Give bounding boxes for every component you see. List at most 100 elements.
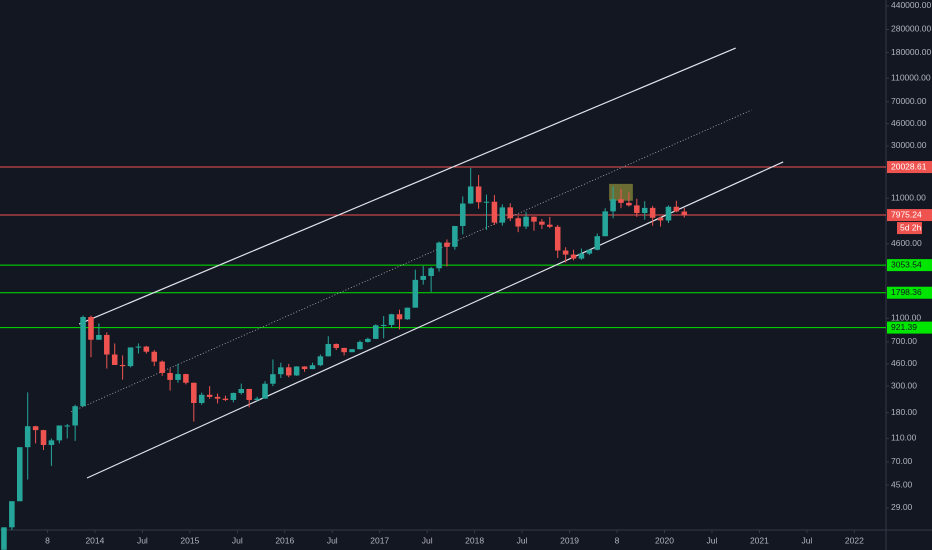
candle-body: [104, 334, 110, 355]
x-tick-label: 2018: [465, 535, 484, 545]
candle-body: [665, 206, 672, 221]
candle-body: [17, 447, 23, 502]
candle-body: [507, 207, 514, 219]
candle-body: [88, 317, 94, 340]
candle-body: [673, 206, 680, 212]
candle-body: [641, 207, 648, 213]
candle-body: [365, 338, 371, 342]
candle-body: [56, 425, 63, 441]
trend-line: [78, 47, 736, 325]
candle-body: [40, 430, 47, 445]
candle-body: [278, 367, 284, 375]
candle-body: [420, 275, 426, 280]
candle-body: [578, 253, 585, 259]
candle-body: [183, 374, 189, 383]
candle-body: [412, 279, 419, 308]
candle-body: [341, 347, 347, 353]
x-tick-label: Jul: [801, 535, 812, 545]
level-label-box: [887, 321, 932, 334]
y-tick-label: 70.00: [891, 456, 913, 466]
candle-body: [388, 314, 395, 325]
candle-body: [499, 207, 506, 223]
candle-body: [531, 216, 537, 222]
y-tick-label: 70000.00: [891, 96, 927, 106]
candle-body: [539, 221, 545, 225]
y-tick-label: 30000.00: [891, 140, 927, 150]
level-label: 7975.24: [891, 209, 922, 219]
candle-body: [460, 203, 466, 226]
candle-body: [285, 367, 292, 376]
candle-body: [333, 343, 339, 348]
candle-body: [246, 388, 252, 400]
candle-body: [515, 218, 521, 227]
candle-body: [135, 346, 142, 348]
candle-body: [64, 425, 71, 427]
candle-body: [214, 396, 221, 399]
candle-body: [309, 365, 316, 370]
level-label: 3053.54: [891, 259, 922, 269]
candle-body: [554, 226, 561, 251]
level-label-box: [887, 286, 932, 299]
candle-body: [586, 249, 593, 254]
candle-body: [9, 501, 15, 528]
y-tick-label: 4600.00: [891, 238, 922, 248]
x-tick-label: 2020: [655, 535, 674, 545]
x-tick-label: 8: [615, 535, 620, 545]
x-tick-label: 8: [45, 535, 50, 545]
candle-body: [372, 325, 379, 339]
candle-body: [270, 374, 276, 384]
candle-body: [396, 314, 403, 320]
candle-body: [428, 268, 434, 276]
candle-body: [48, 440, 55, 445]
candle-body: [317, 356, 324, 366]
candle-body: [143, 346, 150, 352]
y-tick-label: 460.00: [891, 358, 917, 368]
candle-body: [222, 398, 229, 400]
candle-body: [594, 236, 601, 250]
y-tick-label: 45.00: [891, 479, 913, 489]
candle-body: [491, 201, 498, 223]
candle-body: [127, 347, 134, 367]
x-tick-label: 2022: [845, 535, 864, 545]
candle-body: [452, 225, 458, 247]
y-tick-label: 180.00: [891, 407, 917, 417]
candle-body: [167, 372, 173, 380]
candle-body: [72, 406, 78, 426]
x-tick-label: 2017: [370, 535, 389, 545]
candle-body: [483, 201, 490, 203]
x-tick-label: Jul: [232, 535, 243, 545]
candle-body: [404, 307, 411, 320]
candle-body: [119, 364, 126, 367]
candle-body: [570, 254, 577, 259]
candle-body: [151, 351, 158, 362]
x-tick-label: 2014: [85, 535, 104, 545]
candle-body: [96, 334, 102, 340]
level-label: 20028.61: [891, 161, 927, 171]
candle-body: [444, 242, 450, 247]
level-label-box: [887, 161, 932, 174]
candle-body: [357, 341, 363, 350]
trend-line: [71, 109, 752, 413]
candle-body: [262, 383, 268, 399]
x-tick-label: 2015: [180, 535, 199, 545]
x-tick-label: 2021: [750, 535, 769, 545]
candle-body: [380, 324, 387, 326]
y-tick-label: 300.00: [891, 380, 917, 390]
candle-body: [626, 202, 632, 206]
candle-body: [206, 394, 213, 397]
candle-body: [175, 374, 181, 380]
y-tick-label: 700.00: [891, 336, 917, 346]
candle-body: [1, 527, 7, 550]
y-tick-label: 440000.00: [891, 0, 931, 10]
y-tick-label: 110000.00: [891, 72, 931, 82]
y-tick-label: 180000.00: [891, 47, 931, 57]
x-tick-label: 2019: [560, 535, 579, 545]
candle-body: [80, 317, 86, 407]
candle-body: [681, 211, 688, 216]
candle-body: [618, 199, 624, 203]
x-tick-label: Jul: [422, 535, 433, 545]
candle-body: [657, 217, 664, 221]
candle-body: [349, 349, 355, 353]
